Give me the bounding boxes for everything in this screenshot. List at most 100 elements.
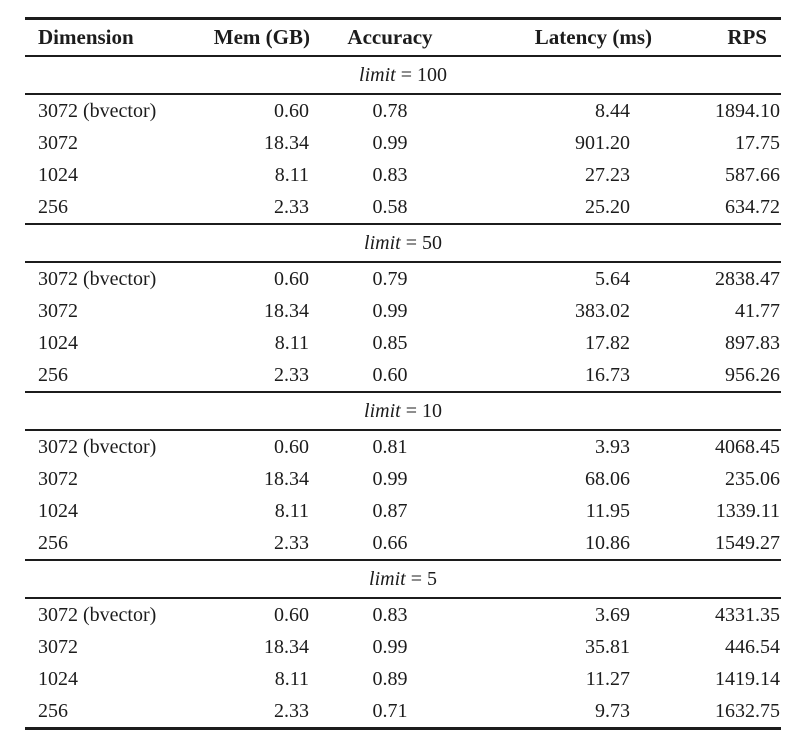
cell-rps: 897.83 bbox=[725, 331, 780, 354]
cell-mem-gb: 8.11 bbox=[274, 331, 309, 354]
col-header-latency-ms: Latency (ms) bbox=[534, 25, 652, 49]
cell-accuracy: 0.89 bbox=[372, 667, 408, 690]
cell-dimension: 256 bbox=[38, 363, 68, 386]
limit-word: limit bbox=[369, 567, 406, 590]
table-row: 3072 (bvector) 0.60 0.83 3.69 4331.35 bbox=[25, 598, 781, 631]
section-limit-label: limit = 100 bbox=[25, 56, 781, 94]
cell-accuracy: 0.83 bbox=[372, 603, 408, 626]
table-row: 3072 18.34 0.99 901.20 17.75 bbox=[25, 127, 781, 159]
cell-rps: 4331.35 bbox=[715, 603, 780, 626]
table-body: limit = 100 3072 (bvector) 0.60 0.78 8.44 189… bbox=[25, 56, 781, 729]
cell-dimension: 3072 (bvector) bbox=[38, 603, 157, 626]
cell-accuracy: 0.71 bbox=[372, 699, 408, 722]
limit-value: = 100 bbox=[395, 63, 447, 86]
cell-latency-ms: 25.20 bbox=[585, 195, 630, 218]
cell-latency-ms: 5.64 bbox=[595, 267, 630, 290]
cell-rps: 41.77 bbox=[735, 299, 780, 322]
cell-latency-ms: 11.27 bbox=[585, 667, 630, 690]
cell-latency-ms: 68.06 bbox=[585, 467, 630, 490]
cell-rps: 446.54 bbox=[725, 635, 780, 658]
cell-accuracy: 0.87 bbox=[372, 499, 408, 522]
section-header-row: limit = 50 bbox=[25, 224, 781, 262]
cell-rps: 4068.45 bbox=[715, 435, 780, 458]
cell-mem-gb: 18.34 bbox=[264, 467, 309, 490]
benchmark-results-table: Dimension Mem (GB) Accuracy Latency (ms)… bbox=[25, 17, 781, 730]
section-header-row: limit = 5 bbox=[25, 560, 781, 598]
cell-rps: 1549.27 bbox=[715, 531, 780, 554]
limit-word: limit bbox=[364, 231, 401, 254]
cell-latency-ms: 3.93 bbox=[595, 435, 630, 458]
cell-mem-gb: 0.60 bbox=[274, 603, 309, 626]
cell-mem-gb: 0.60 bbox=[274, 435, 309, 458]
cell-dimension: 1024 bbox=[38, 667, 78, 690]
cell-mem-gb: 0.60 bbox=[274, 267, 309, 290]
limit-word: limit bbox=[359, 63, 396, 86]
cell-rps: 587.66 bbox=[725, 163, 780, 186]
table-row: 256 2.33 0.60 16.73 956.26 bbox=[25, 359, 781, 392]
cell-accuracy: 0.83 bbox=[372, 163, 408, 186]
cell-dimension: 3072 bbox=[38, 467, 78, 490]
table-row: 3072 18.34 0.99 383.02 41.77 bbox=[25, 295, 781, 327]
cell-mem-gb: 18.34 bbox=[264, 131, 309, 154]
cell-accuracy: 0.66 bbox=[372, 531, 408, 554]
cell-mem-gb: 8.11 bbox=[274, 499, 309, 522]
cell-accuracy: 0.79 bbox=[372, 267, 408, 290]
cell-mem-gb: 8.11 bbox=[274, 667, 309, 690]
cell-rps: 956.26 bbox=[725, 363, 780, 386]
cell-dimension: 3072 bbox=[38, 131, 78, 154]
cell-dimension: 3072 (bvector) bbox=[38, 267, 157, 290]
cell-accuracy: 0.99 bbox=[372, 131, 408, 154]
cell-latency-ms: 17.82 bbox=[585, 331, 630, 354]
col-header-rps: RPS bbox=[727, 25, 767, 49]
cell-mem-gb: 0.60 bbox=[274, 99, 309, 122]
section-limit-label: limit = 5 bbox=[25, 560, 781, 598]
section-header-row: limit = 10 bbox=[25, 392, 781, 430]
table-row: 3072 (bvector) 0.60 0.81 3.93 4068.45 bbox=[25, 430, 781, 463]
limit-value: = 10 bbox=[400, 399, 442, 422]
cell-mem-gb: 2.33 bbox=[274, 363, 309, 386]
cell-accuracy: 0.58 bbox=[372, 195, 408, 218]
section-limit-label: limit = 10 bbox=[25, 392, 781, 430]
cell-rps: 17.75 bbox=[735, 131, 780, 154]
table-row: 3072 18.34 0.99 35.81 446.54 bbox=[25, 631, 781, 663]
cell-rps: 1339.11 bbox=[715, 499, 780, 522]
cell-dimension: 3072 bbox=[38, 635, 78, 658]
table-row: 3072 (bvector) 0.60 0.79 5.64 2838.47 bbox=[25, 262, 781, 295]
section-limit-label: limit = 50 bbox=[25, 224, 781, 262]
cell-latency-ms: 9.73 bbox=[595, 699, 630, 722]
cell-latency-ms: 11.95 bbox=[585, 499, 630, 522]
cell-dimension: 1024 bbox=[38, 331, 78, 354]
cell-dimension: 256 bbox=[38, 699, 68, 722]
table-row: 256 2.33 0.66 10.86 1549.27 bbox=[25, 527, 781, 560]
cell-mem-gb: 8.11 bbox=[274, 163, 309, 186]
limit-value: = 5 bbox=[405, 567, 437, 590]
section-header-row: limit = 100 bbox=[25, 56, 781, 94]
cell-latency-ms: 383.02 bbox=[575, 299, 630, 322]
cell-latency-ms: 16.73 bbox=[585, 363, 630, 386]
cell-mem-gb: 2.33 bbox=[274, 195, 309, 218]
cell-rps: 1419.14 bbox=[715, 667, 780, 690]
cell-accuracy: 0.78 bbox=[372, 99, 408, 122]
cell-latency-ms: 901.20 bbox=[575, 131, 630, 154]
table-row: 1024 8.11 0.87 11.95 1339.11 bbox=[25, 495, 781, 527]
table-row: 3072 18.34 0.99 68.06 235.06 bbox=[25, 463, 781, 495]
cell-rps: 1632.75 bbox=[715, 699, 780, 722]
cell-dimension: 3072 bbox=[38, 299, 78, 322]
table-row: 3072 (bvector) 0.60 0.78 8.44 1894.10 bbox=[25, 94, 781, 127]
cell-dimension: 256 bbox=[38, 195, 68, 218]
limit-value: = 50 bbox=[400, 231, 442, 254]
table-row: 256 2.33 0.58 25.20 634.72 bbox=[25, 191, 781, 224]
cell-dimension: 3072 (bvector) bbox=[38, 99, 157, 122]
benchmark-table-wrapper: Dimension Mem (GB) Accuracy Latency (ms)… bbox=[25, 17, 781, 730]
cell-accuracy: 0.99 bbox=[372, 467, 408, 490]
limit-word: limit bbox=[364, 399, 401, 422]
cell-latency-ms: 10.86 bbox=[585, 531, 630, 554]
cell-dimension: 1024 bbox=[38, 163, 78, 186]
col-header-accuracy: Accuracy bbox=[347, 25, 433, 49]
table-row: 1024 8.11 0.83 27.23 587.66 bbox=[25, 159, 781, 191]
cell-latency-ms: 8.44 bbox=[595, 99, 630, 122]
cell-dimension: 3072 (bvector) bbox=[38, 435, 157, 458]
cell-accuracy: 0.99 bbox=[372, 299, 408, 322]
cell-rps: 2838.47 bbox=[715, 267, 780, 290]
cell-accuracy: 0.81 bbox=[372, 435, 408, 458]
